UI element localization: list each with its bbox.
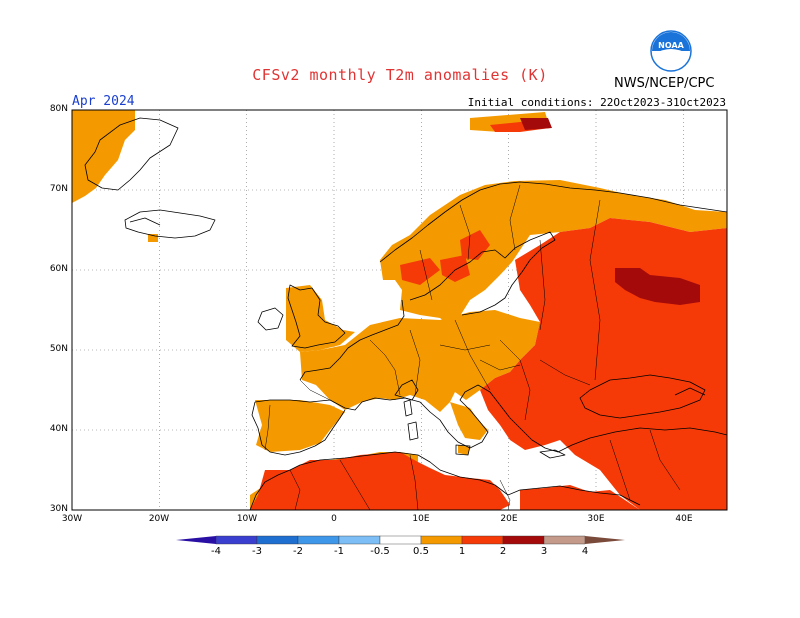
- lat-tick-70n: 70N: [49, 184, 68, 194]
- noaa-logo: NOAA: [650, 30, 692, 72]
- valid-month-label: Apr 2024: [72, 94, 135, 109]
- colorbar-segment: [502, 535, 545, 545]
- lon-tick-10e: 10E: [412, 514, 430, 524]
- colorbar-segment: [543, 535, 586, 545]
- country-borders: [264, 184, 681, 511]
- colorbar-label-m4: -4: [211, 546, 221, 557]
- lon-tick-20w: 20W: [148, 514, 170, 524]
- lat-tick-80n: 80N: [49, 104, 68, 114]
- colorbar-label-m3: -3: [252, 546, 262, 557]
- colorbar-label-p05: 0.5: [413, 546, 429, 557]
- colorbar: [176, 535, 625, 545]
- colorbar-arrow-high: [585, 536, 625, 544]
- colorbar-label-p4: 4: [581, 546, 589, 557]
- colorbar-segment: [379, 535, 422, 545]
- colorbar-label-p1: 1: [458, 546, 466, 557]
- colorbar-segment: [215, 535, 258, 545]
- coastlines: [84, 117, 728, 511]
- colorbar-label-m2: -2: [293, 546, 303, 557]
- lon-tick-0: 0: [331, 514, 337, 524]
- map-frame: [71, 109, 728, 511]
- svg-text:NOAA: NOAA: [658, 41, 684, 50]
- lon-tick-40e: 40E: [675, 514, 693, 524]
- colorbar-segment: [338, 535, 381, 545]
- lon-tick-30e: 30E: [587, 514, 605, 524]
- colorbar-label-p3: 3: [540, 546, 548, 557]
- lat-tick-60n: 60N: [49, 264, 68, 274]
- agency-label: NWS/NCEP/CPC: [614, 76, 715, 91]
- initial-conditions-label: Initial conditions: 22Oct2023-31Oct2023: [467, 96, 726, 109]
- lon-tick-20e: 20E: [500, 514, 518, 524]
- colorbar-segment: [256, 535, 299, 545]
- lat-tick-30n: 30N: [49, 504, 68, 514]
- lon-tick-30w: 30W: [61, 514, 83, 524]
- colorbar-label-m1: -1: [334, 546, 344, 557]
- lon-tick-10w: 10W: [236, 514, 258, 524]
- colorbar-segment: [420, 535, 463, 545]
- colorbar-segment: [461, 535, 504, 545]
- lat-tick-40n: 40N: [49, 424, 68, 434]
- anomaly-zone-darkred: [520, 118, 700, 305]
- colorbar-label-p2: 2: [499, 546, 507, 557]
- lat-tick-50n: 50N: [49, 344, 68, 354]
- colorbar-label-m05: -0.5: [370, 546, 390, 557]
- colorbar-arrow-low: [176, 536, 216, 544]
- map-title: CFSv2 monthly T2m anomalies (K): [252, 66, 548, 84]
- colorbar-segment: [297, 535, 340, 545]
